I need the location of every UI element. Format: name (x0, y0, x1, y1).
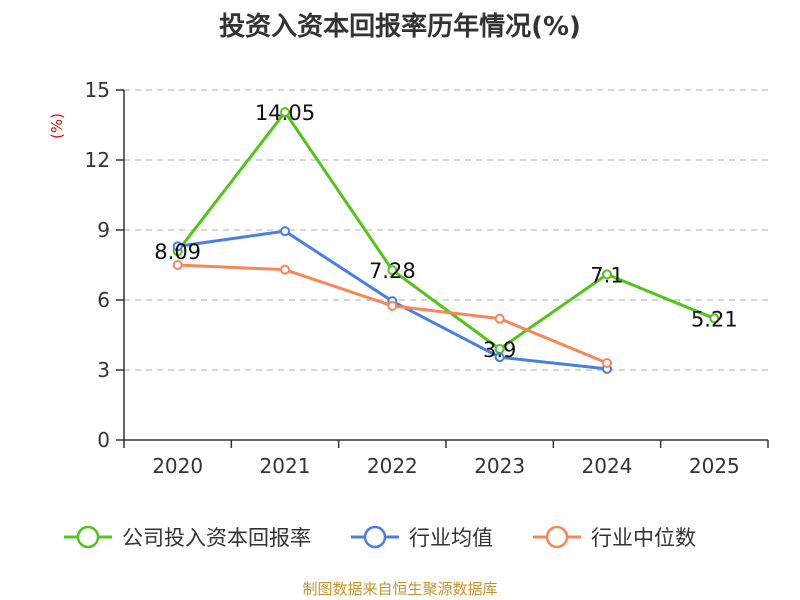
data-label-2023: 3.9 (483, 338, 516, 362)
x-tick-label-2022: 2022 (367, 454, 418, 478)
legend-swatch-marker-1 (363, 525, 387, 549)
legend-label-2: 行业中位数 (591, 526, 696, 550)
legend-item-0: 公司投入资本回报率 (64, 525, 311, 550)
x-tick-label-2021: 2021 (260, 454, 311, 478)
y-tick-label-3: 3 (97, 358, 110, 382)
x-tick-label-2020: 2020 (152, 454, 203, 478)
legend-label-1: 行业均值 (409, 526, 493, 550)
y-tick-label-12: 12 (85, 148, 110, 172)
x-tick-label-2023: 2023 (474, 454, 525, 478)
series-0-point-2025 (709, 313, 720, 324)
x-tick-label-2024: 2024 (582, 454, 633, 478)
legend-swatch-marker-2 (545, 525, 569, 549)
series-2-point-2024 (602, 358, 612, 368)
y-tick-label-9: 9 (97, 218, 110, 242)
data-label-2022: 7.28 (369, 259, 416, 283)
series-0-point-2024 (602, 269, 612, 280)
chart-title: 投资入资本回报率历年情况(%) (219, 12, 581, 42)
series-1-point-2023 (494, 352, 505, 363)
source-note: 制图数据来自恒生聚源数据库 (302, 580, 498, 598)
data-label-2024: 7.1 (590, 263, 623, 287)
series-0-point-2021 (280, 107, 290, 118)
series-2-point-2021 (280, 264, 290, 275)
series-line-0 (176, 110, 715, 351)
series-0-point-2022 (387, 265, 398, 276)
y-tick-label-15: 15 (85, 78, 110, 102)
gridlines (124, 89, 768, 371)
series-2-point-2023 (494, 313, 505, 324)
data-labels: 8.09 14.05 7.28 3.9 7.1 5.21 (154, 101, 737, 362)
y-tick-label-6: 6 (97, 288, 110, 312)
data-label-2021: 14.05 (255, 101, 315, 125)
legend: 公司投入资本回报率 行业均值 行业中位数 (64, 525, 696, 550)
legend-item-1: 行业均值 (351, 525, 493, 550)
x-tick-label-2025: 2025 (689, 454, 740, 478)
series-2-point-2022 (387, 300, 398, 311)
legend-label-0: 公司投入资本回报率 (122, 526, 311, 550)
y-tick-label-0: 0 (97, 428, 110, 452)
series-lines (172, 107, 720, 374)
data-label-2020: 8.09 (154, 240, 201, 264)
y-axis-unit-label: (%) (48, 113, 66, 139)
series-1-point-2020 (172, 241, 183, 252)
legend-item-2: 行业中位数 (533, 525, 696, 550)
axes: 0 3 6 9 12 15 2020 2021 2022 2023 2024 2025 (85, 78, 769, 478)
series-2-point-2020 (172, 260, 183, 270)
series-1-point-2021 (280, 226, 290, 237)
legend-swatch-marker-0 (76, 525, 100, 549)
data-label-2025: 5.21 (691, 307, 738, 331)
